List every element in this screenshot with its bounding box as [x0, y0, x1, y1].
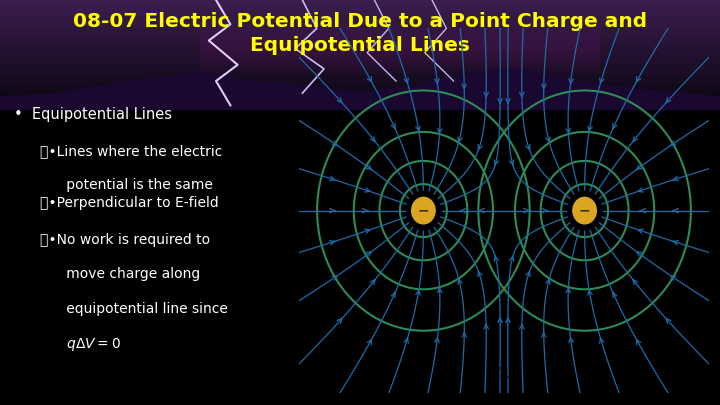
Text: •  Equipotential Lines: • Equipotential Lines [14, 107, 172, 122]
Text: potential is the same: potential is the same [40, 178, 212, 192]
Text: ⦸•No work is required to: ⦸•No work is required to [40, 233, 210, 247]
Circle shape [573, 197, 596, 224]
Text: equipotential line since: equipotential line since [40, 302, 228, 316]
Text: 08-07 Electric Potential Due to a Point Charge and
Equipotential Lines: 08-07 Electric Potential Due to a Point … [73, 12, 647, 55]
Circle shape [412, 197, 435, 224]
Text: ⦸•Perpendicular to E-field: ⦸•Perpendicular to E-field [40, 196, 218, 211]
Text: $q\Delta V = 0$: $q\Delta V = 0$ [40, 336, 121, 353]
Text: −: − [579, 204, 590, 217]
Text: ⦸•Lines where the electric: ⦸•Lines where the electric [40, 144, 222, 158]
Text: move charge along: move charge along [40, 267, 200, 281]
Text: −: − [418, 204, 429, 217]
Text: (b): (b) [495, 367, 513, 380]
